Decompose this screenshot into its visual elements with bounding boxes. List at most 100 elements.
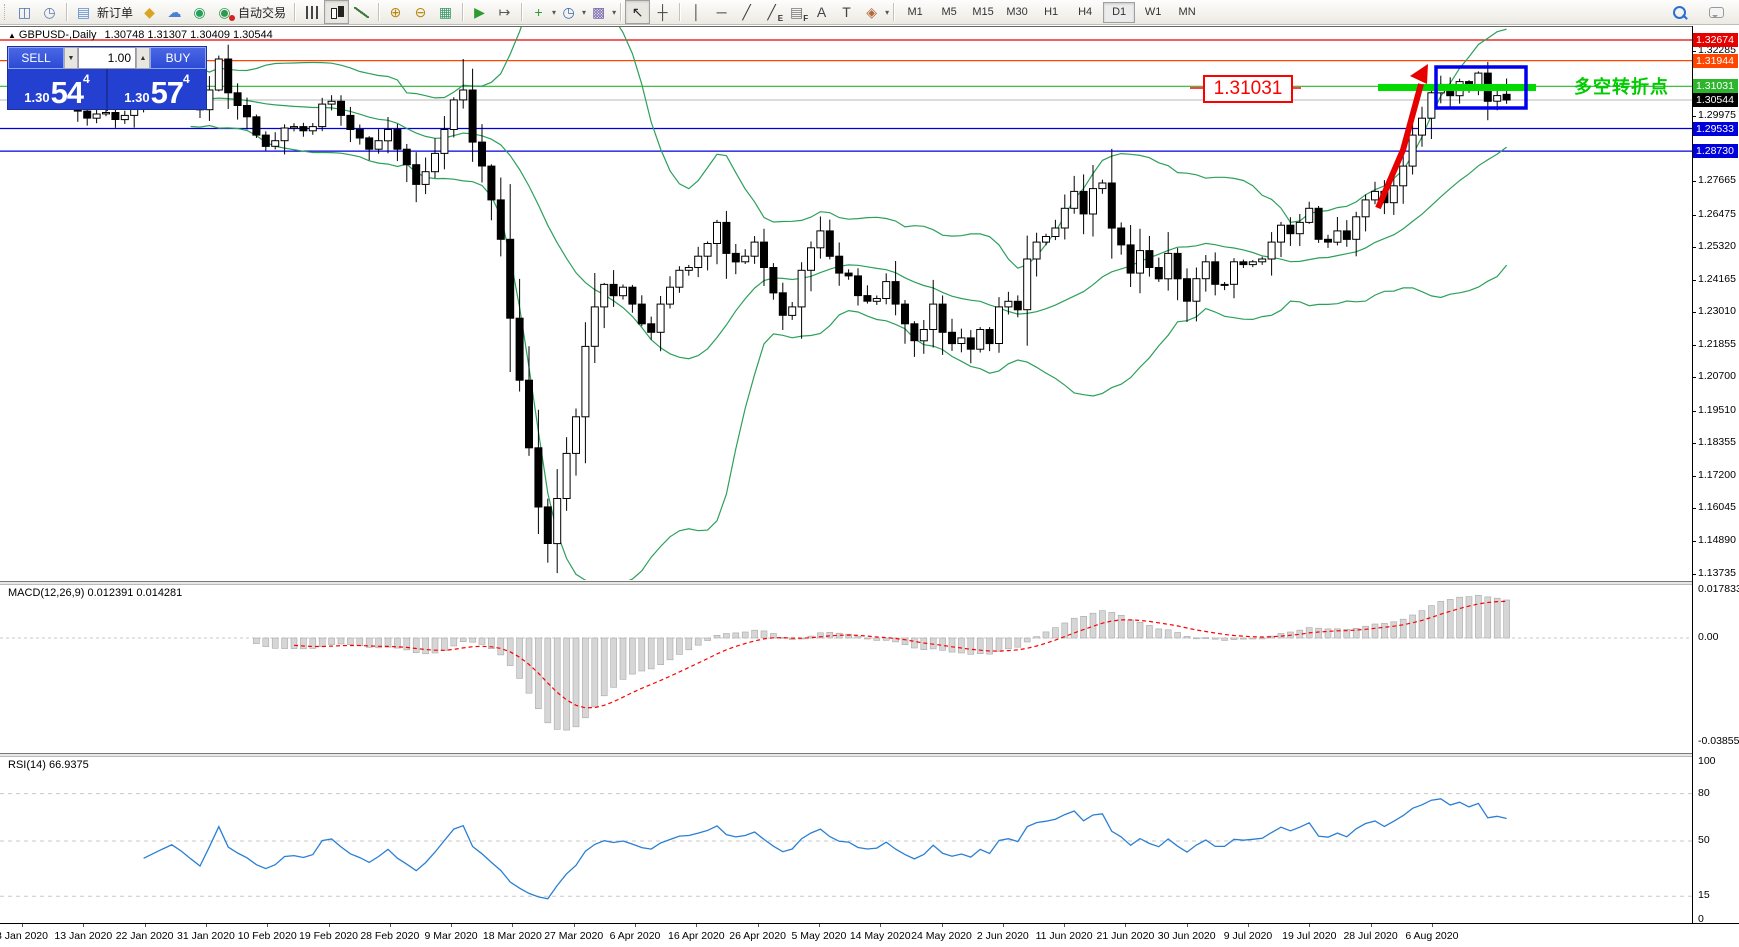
periods-button[interactable]: ◷: [556, 0, 581, 24]
templates-dropdown-icon[interactable]: ▾: [612, 7, 617, 17]
price-badge: 1.31031: [1693, 79, 1738, 94]
periods-dropdown-icon[interactable]: ▾: [582, 7, 587, 17]
chat-button[interactable]: [1704, 0, 1729, 24]
zoom-in-icon: ⊕: [389, 3, 402, 20]
date-tick-label: 22 Jan 2020: [115, 930, 174, 942]
price-tick-label: 1.13735: [1698, 566, 1736, 579]
bollinger-bands: [190, 27, 1508, 580]
zoom-in-button[interactable]: ⊕: [383, 0, 408, 24]
chart-shift-button[interactable]: ↦: [492, 0, 517, 24]
signals-icon: ◉: [193, 3, 206, 20]
sell-button[interactable]: SELL: [8, 47, 64, 69]
one-click-trading-panel: SELL ▼ 1.00 ▲ BUY 1.30 54 4 1.30 57 4: [7, 46, 207, 111]
chat-icon: [1709, 6, 1724, 18]
trendline-tool-button[interactable]: ╱: [734, 0, 759, 24]
indicators-list-dropdown-icon[interactable]: ▾: [552, 7, 557, 17]
timeframe-h1-button[interactable]: H1: [1044, 6, 1059, 18]
chart-bars-icon: [305, 5, 318, 19]
new-order-label[interactable]: 新订单: [97, 5, 134, 20]
date-tick-label: 9 Jul 2020: [1223, 930, 1273, 942]
horizontal-line-tool-button[interactable]: ─: [709, 0, 734, 24]
macd-pane-separator[interactable]: [0, 581, 1739, 585]
timeframe-h4-button[interactable]: H4: [1078, 6, 1093, 18]
macd-axis-label: 0.017833: [1698, 582, 1739, 595]
date-tick-mark: [1431, 924, 1433, 927]
equidistant-channel-tool-icon: ╱: [767, 3, 776, 20]
equidistant-channel-tool-button[interactable]: ╱ E: [767, 3, 784, 24]
timeframe-m1-button[interactable]: M1: [907, 6, 923, 18]
date-tick-mark: [1002, 924, 1004, 927]
price-tick-label: 1.18355: [1698, 436, 1736, 449]
volume-up-button[interactable]: ▲: [136, 47, 150, 69]
timeframe-w1-button[interactable]: W1: [1144, 6, 1162, 18]
date-tick-mark: [1248, 924, 1249, 927]
timeframe-d1-button[interactable]: D1: [1103, 1, 1136, 23]
volume-down-button[interactable]: ▼: [64, 47, 78, 69]
fibonacci-tool-button[interactable]: ▤ F: [789, 3, 809, 24]
toolbar-separator: [679, 3, 681, 21]
timeframe-m30-button[interactable]: M30: [1006, 6, 1028, 18]
signals-button[interactable]: ◉: [187, 0, 212, 24]
toolbar-separator: [462, 3, 464, 21]
vertical-line-tool-button[interactable]: │: [684, 0, 709, 24]
date-tick-label: 26 Apr 2020: [729, 930, 786, 942]
indicators-list-button[interactable]: +: [526, 0, 551, 24]
toolbar-right: [1667, 0, 1729, 24]
price-axis[interactable]: 1.32285 1.29975 1.27665 1.26475 1.25320 1.241…: [1692, 26, 1739, 925]
toolbar-separator: [378, 3, 380, 21]
price-tick-label: 1.16045: [1698, 501, 1736, 514]
date-tick-mark: [267, 924, 269, 927]
date-tick-mark: [389, 924, 391, 927]
autotrading-icon: ◉: [218, 3, 231, 20]
timeframe-m5-button[interactable]: M5: [941, 6, 957, 18]
price-callout-label[interactable]: 1.31031: [1203, 75, 1293, 103]
autotrading-button[interactable]: ◉: [212, 0, 237, 24]
volume-input[interactable]: 1.00: [78, 47, 136, 69]
metaeditor-button[interactable]: ◆: [137, 0, 162, 24]
charts-window-icon: ◫: [17, 3, 32, 20]
autotrading-label[interactable]: 自动交易: [238, 5, 287, 20]
charts-window-button[interactable]: ◫: [12, 0, 37, 24]
rsi-pane-separator[interactable]: [0, 753, 1739, 757]
zoom-out-button[interactable]: ⊖: [408, 0, 433, 24]
date-tick-mark: [83, 924, 85, 927]
price-tick-mark: [1692, 279, 1696, 281]
collapse-marker-icon[interactable]: ▲: [8, 31, 16, 40]
turning-point-annotation[interactable]: 多空转折点: [1574, 77, 1669, 97]
price-tick-label: 1.27665: [1698, 174, 1736, 187]
text-label-tool-button[interactable]: T: [834, 0, 859, 24]
chart-candlesticks-button[interactable]: [324, 0, 350, 24]
price-badge: 1.30544: [1693, 93, 1738, 108]
profiles-button[interactable]: ◷: [37, 0, 62, 24]
community-button[interactable]: ☁: [162, 0, 187, 24]
date-tick-mark: [1309, 924, 1311, 927]
chart-line-icon: [354, 6, 370, 18]
chart-line-button[interactable]: [349, 0, 374, 24]
chart-bars-button[interactable]: [299, 0, 324, 24]
buy-price[interactable]: 1.30 57 4: [108, 69, 206, 111]
sell-price-pip: 4: [83, 72, 90, 86]
sell-price[interactable]: 1.30 54 4: [8, 69, 106, 111]
zoom-out-icon: ⊖: [414, 3, 427, 20]
arrows-tool-button[interactable]: ◈: [859, 0, 884, 24]
templates-icon: ▩: [591, 3, 606, 20]
date-tick-mark: [573, 924, 575, 927]
buy-button[interactable]: BUY: [150, 47, 206, 69]
tile-windows-button[interactable]: ▦: [433, 0, 458, 24]
auto-scroll-icon: ▶: [474, 3, 485, 20]
price-badge: 1.28730: [1693, 144, 1738, 159]
new-order-button[interactable]: ▤: [71, 0, 96, 24]
date-axis[interactable]: 3 Jan 2020 13 Jan 2020 22 Jan 2020 31 Jan 2…: [0, 923, 1739, 947]
rsi-pane-label: RSI(14) 66.9375: [8, 759, 89, 771]
timeframe-mn-button[interactable]: MN: [1178, 6, 1196, 18]
crosshair-button[interactable]: ┼: [650, 0, 675, 24]
timeframe-m15-button[interactable]: M15: [972, 6, 994, 18]
auto-scroll-button[interactable]: ▶: [467, 0, 492, 24]
arrows-tool-dropdown-icon[interactable]: ▾: [885, 7, 890, 17]
text-tool-button[interactable]: A: [809, 0, 834, 24]
templates-button[interactable]: ▩: [586, 0, 611, 24]
search-button[interactable]: [1667, 0, 1692, 24]
rsi-axis-label: 15: [1698, 889, 1710, 902]
cursor-button[interactable]: ↖: [625, 0, 651, 24]
